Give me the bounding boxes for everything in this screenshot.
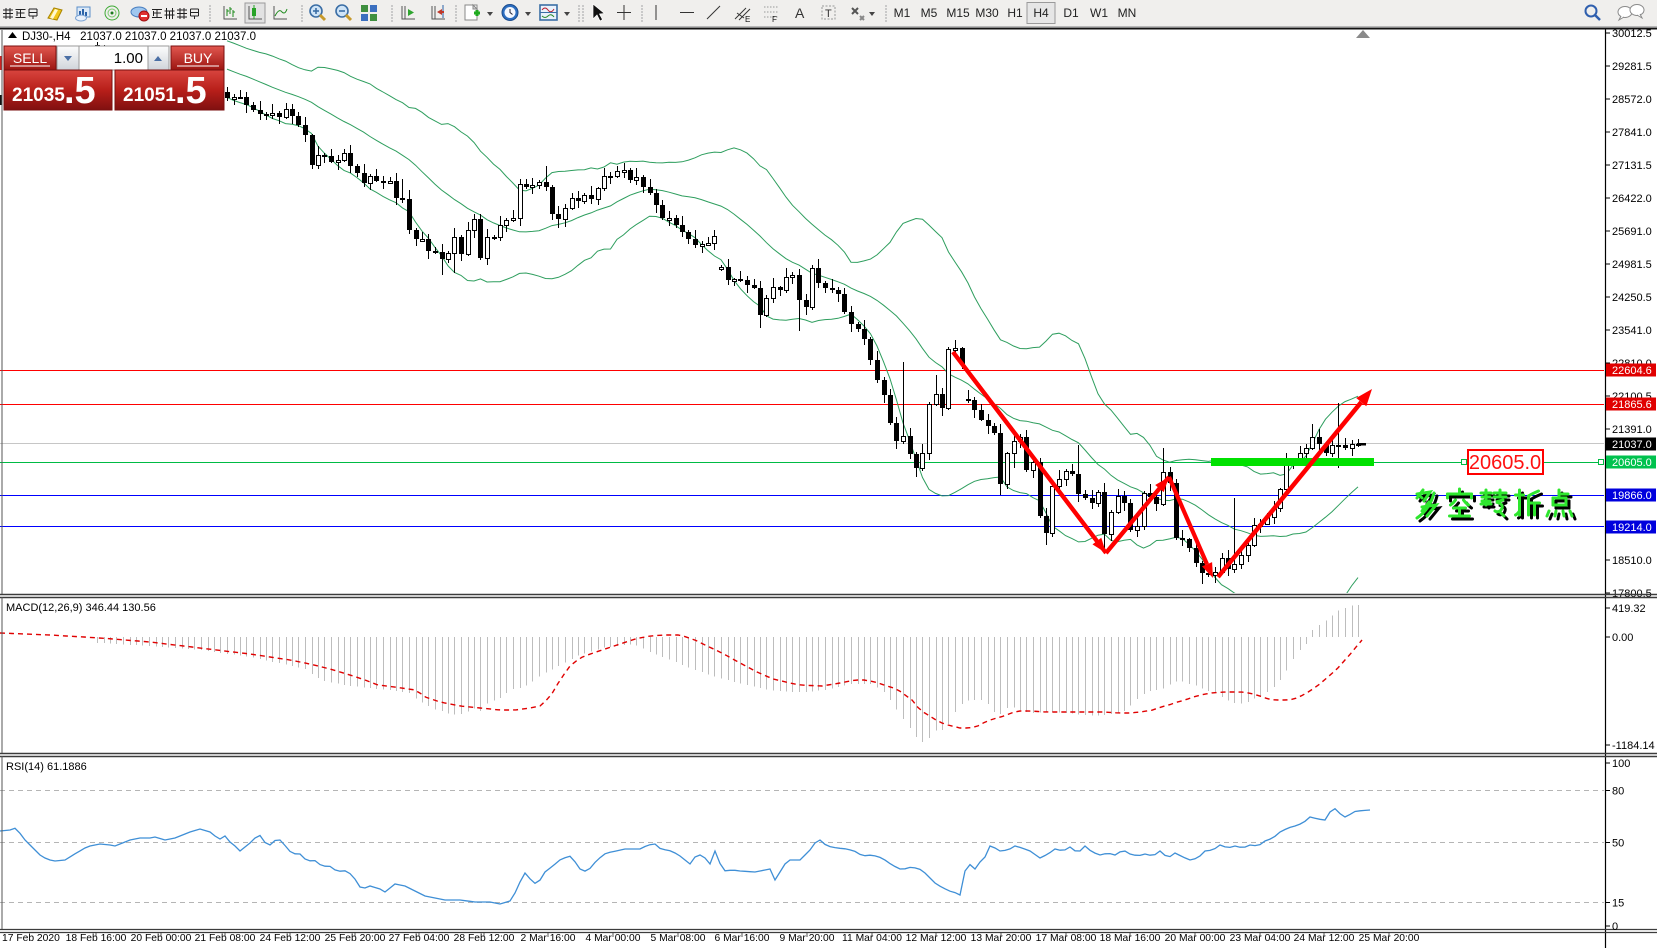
svg-text:18 Feb 16:00: 18 Feb 16:00 (66, 933, 127, 944)
svg-text:0: 0 (1612, 921, 1618, 933)
svg-text:23 Mar 04:00: 23 Mar 04:00 (1230, 933, 1291, 944)
svg-text:-1184.14: -1184.14 (1612, 740, 1655, 752)
svg-text:28 Feb 12:00: 28 Feb 12:00 (454, 933, 515, 944)
svg-text:2 Mar 16:00: 2 Mar 16:00 (521, 933, 576, 944)
svg-text:24 Feb 12:00: 24 Feb 12:00 (260, 933, 321, 944)
svg-text:24250.5: 24250.5 (1612, 292, 1652, 304)
svg-text:20605.0: 20605.0 (1469, 452, 1541, 474)
svg-text:.5: .5 (64, 70, 96, 112)
svg-text:24 Mar 12:00: 24 Mar 12:00 (1294, 933, 1355, 944)
svg-text:25 Mar 20:00: 25 Mar 20:00 (1359, 933, 1420, 944)
svg-text:.5: .5 (175, 70, 207, 112)
svg-text:20605.0: 20605.0 (1612, 457, 1652, 469)
svg-text:100: 100 (1612, 758, 1630, 770)
svg-text:19214.0: 19214.0 (1612, 522, 1652, 534)
svg-text:E: E (745, 15, 750, 24)
svg-text:W1: W1 (1090, 6, 1108, 20)
svg-text:22604.6: 22604.6 (1612, 365, 1652, 377)
svg-text:0.00: 0.00 (1612, 632, 1633, 644)
svg-text:24981.5: 24981.5 (1612, 259, 1652, 271)
svg-text:15: 15 (1612, 898, 1624, 910)
svg-text:21037.0: 21037.0 (1612, 439, 1652, 451)
svg-text:25691.0: 25691.0 (1612, 226, 1652, 238)
svg-text:21865.6: 21865.6 (1612, 399, 1652, 411)
svg-text:21 Feb 08:00: 21 Feb 08:00 (195, 933, 256, 944)
svg-text:27 Feb 04:00: 27 Feb 04:00 (389, 933, 450, 944)
svg-text:17 Mar 08:00: 17 Mar 08:00 (1036, 933, 1097, 944)
svg-text:11 Mar 04:00: 11 Mar 04:00 (842, 933, 902, 944)
svg-text:M1: M1 (894, 6, 911, 20)
svg-text:30012.5: 30012.5 (1612, 28, 1652, 40)
svg-text:18 Mar 16:00: 18 Mar 16:00 (1100, 933, 1161, 944)
svg-text:SELL: SELL (13, 50, 47, 66)
svg-text:H4: H4 (1033, 6, 1049, 20)
svg-text:MACD(12,26,9) 346.44 130.56: MACD(12,26,9) 346.44 130.56 (6, 602, 156, 614)
svg-text:23541.0: 23541.0 (1612, 325, 1652, 337)
svg-text:M30: M30 (975, 6, 999, 20)
svg-text:F: F (772, 15, 777, 24)
svg-text:21391.0: 21391.0 (1612, 424, 1652, 436)
svg-text:20 Mar 00:00: 20 Mar 00:00 (1165, 933, 1226, 944)
svg-text:M15: M15 (946, 6, 970, 20)
svg-text:21035: 21035 (12, 85, 65, 106)
svg-text:D1: D1 (1063, 6, 1079, 20)
svg-text:50: 50 (1612, 838, 1624, 850)
svg-text:25 Feb 20:00: 25 Feb 20:00 (325, 933, 386, 944)
svg-text:12 Mar 12:00: 12 Mar 12:00 (906, 933, 967, 944)
svg-text:27841.0: 27841.0 (1612, 127, 1652, 139)
svg-text:9 Mar 20:00: 9 Mar 20:00 (780, 933, 835, 944)
svg-text:4 Mar 00:00: 4 Mar 00:00 (586, 933, 641, 944)
svg-text:13 Mar 20:00: 13 Mar 20:00 (971, 933, 1032, 944)
svg-text:RSI(14) 61.1886: RSI(14) 61.1886 (6, 761, 87, 773)
svg-text:19866.0: 19866.0 (1612, 490, 1652, 502)
svg-text:29281.5: 29281.5 (1612, 61, 1652, 73)
svg-text:21051: 21051 (123, 85, 176, 106)
svg-text:80: 80 (1612, 786, 1624, 798)
svg-text:28572.0: 28572.0 (1612, 94, 1652, 106)
svg-text:18510.0: 18510.0 (1612, 555, 1652, 567)
svg-text:A: A (795, 5, 805, 21)
svg-text:BUY: BUY (184, 50, 213, 66)
svg-text:6 Mar 16:00: 6 Mar 16:00 (715, 933, 770, 944)
svg-text:1.00: 1.00 (114, 50, 143, 67)
svg-text:M5: M5 (921, 6, 938, 20)
svg-text:17 Feb 2020: 17 Feb 2020 (2, 933, 60, 944)
svg-text:H1: H1 (1007, 6, 1023, 20)
svg-text:20 Feb 00:00: 20 Feb 00:00 (131, 933, 192, 944)
svg-text:5 Mar 08:00: 5 Mar 08:00 (651, 933, 706, 944)
svg-text:419.32: 419.32 (1612, 603, 1646, 615)
svg-text:MN: MN (1118, 6, 1137, 20)
svg-text:DJ30-,H4 21037.0 21037.0 210: DJ30-,H4 21037.0 21037.0 21037.0 21037.0 (22, 31, 256, 43)
svg-text:26422.0: 26422.0 (1612, 193, 1652, 205)
svg-text:T: T (825, 8, 832, 20)
svg-text:27131.5: 27131.5 (1612, 160, 1652, 172)
